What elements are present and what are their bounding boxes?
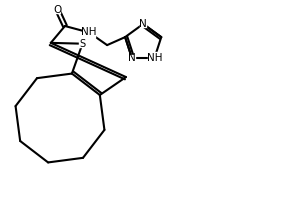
Text: O: O [53,5,61,15]
Text: N: N [139,19,147,29]
Text: NH: NH [147,53,162,63]
Text: NH: NH [81,27,97,37]
Text: S: S [80,39,85,49]
Text: N: N [128,53,136,63]
